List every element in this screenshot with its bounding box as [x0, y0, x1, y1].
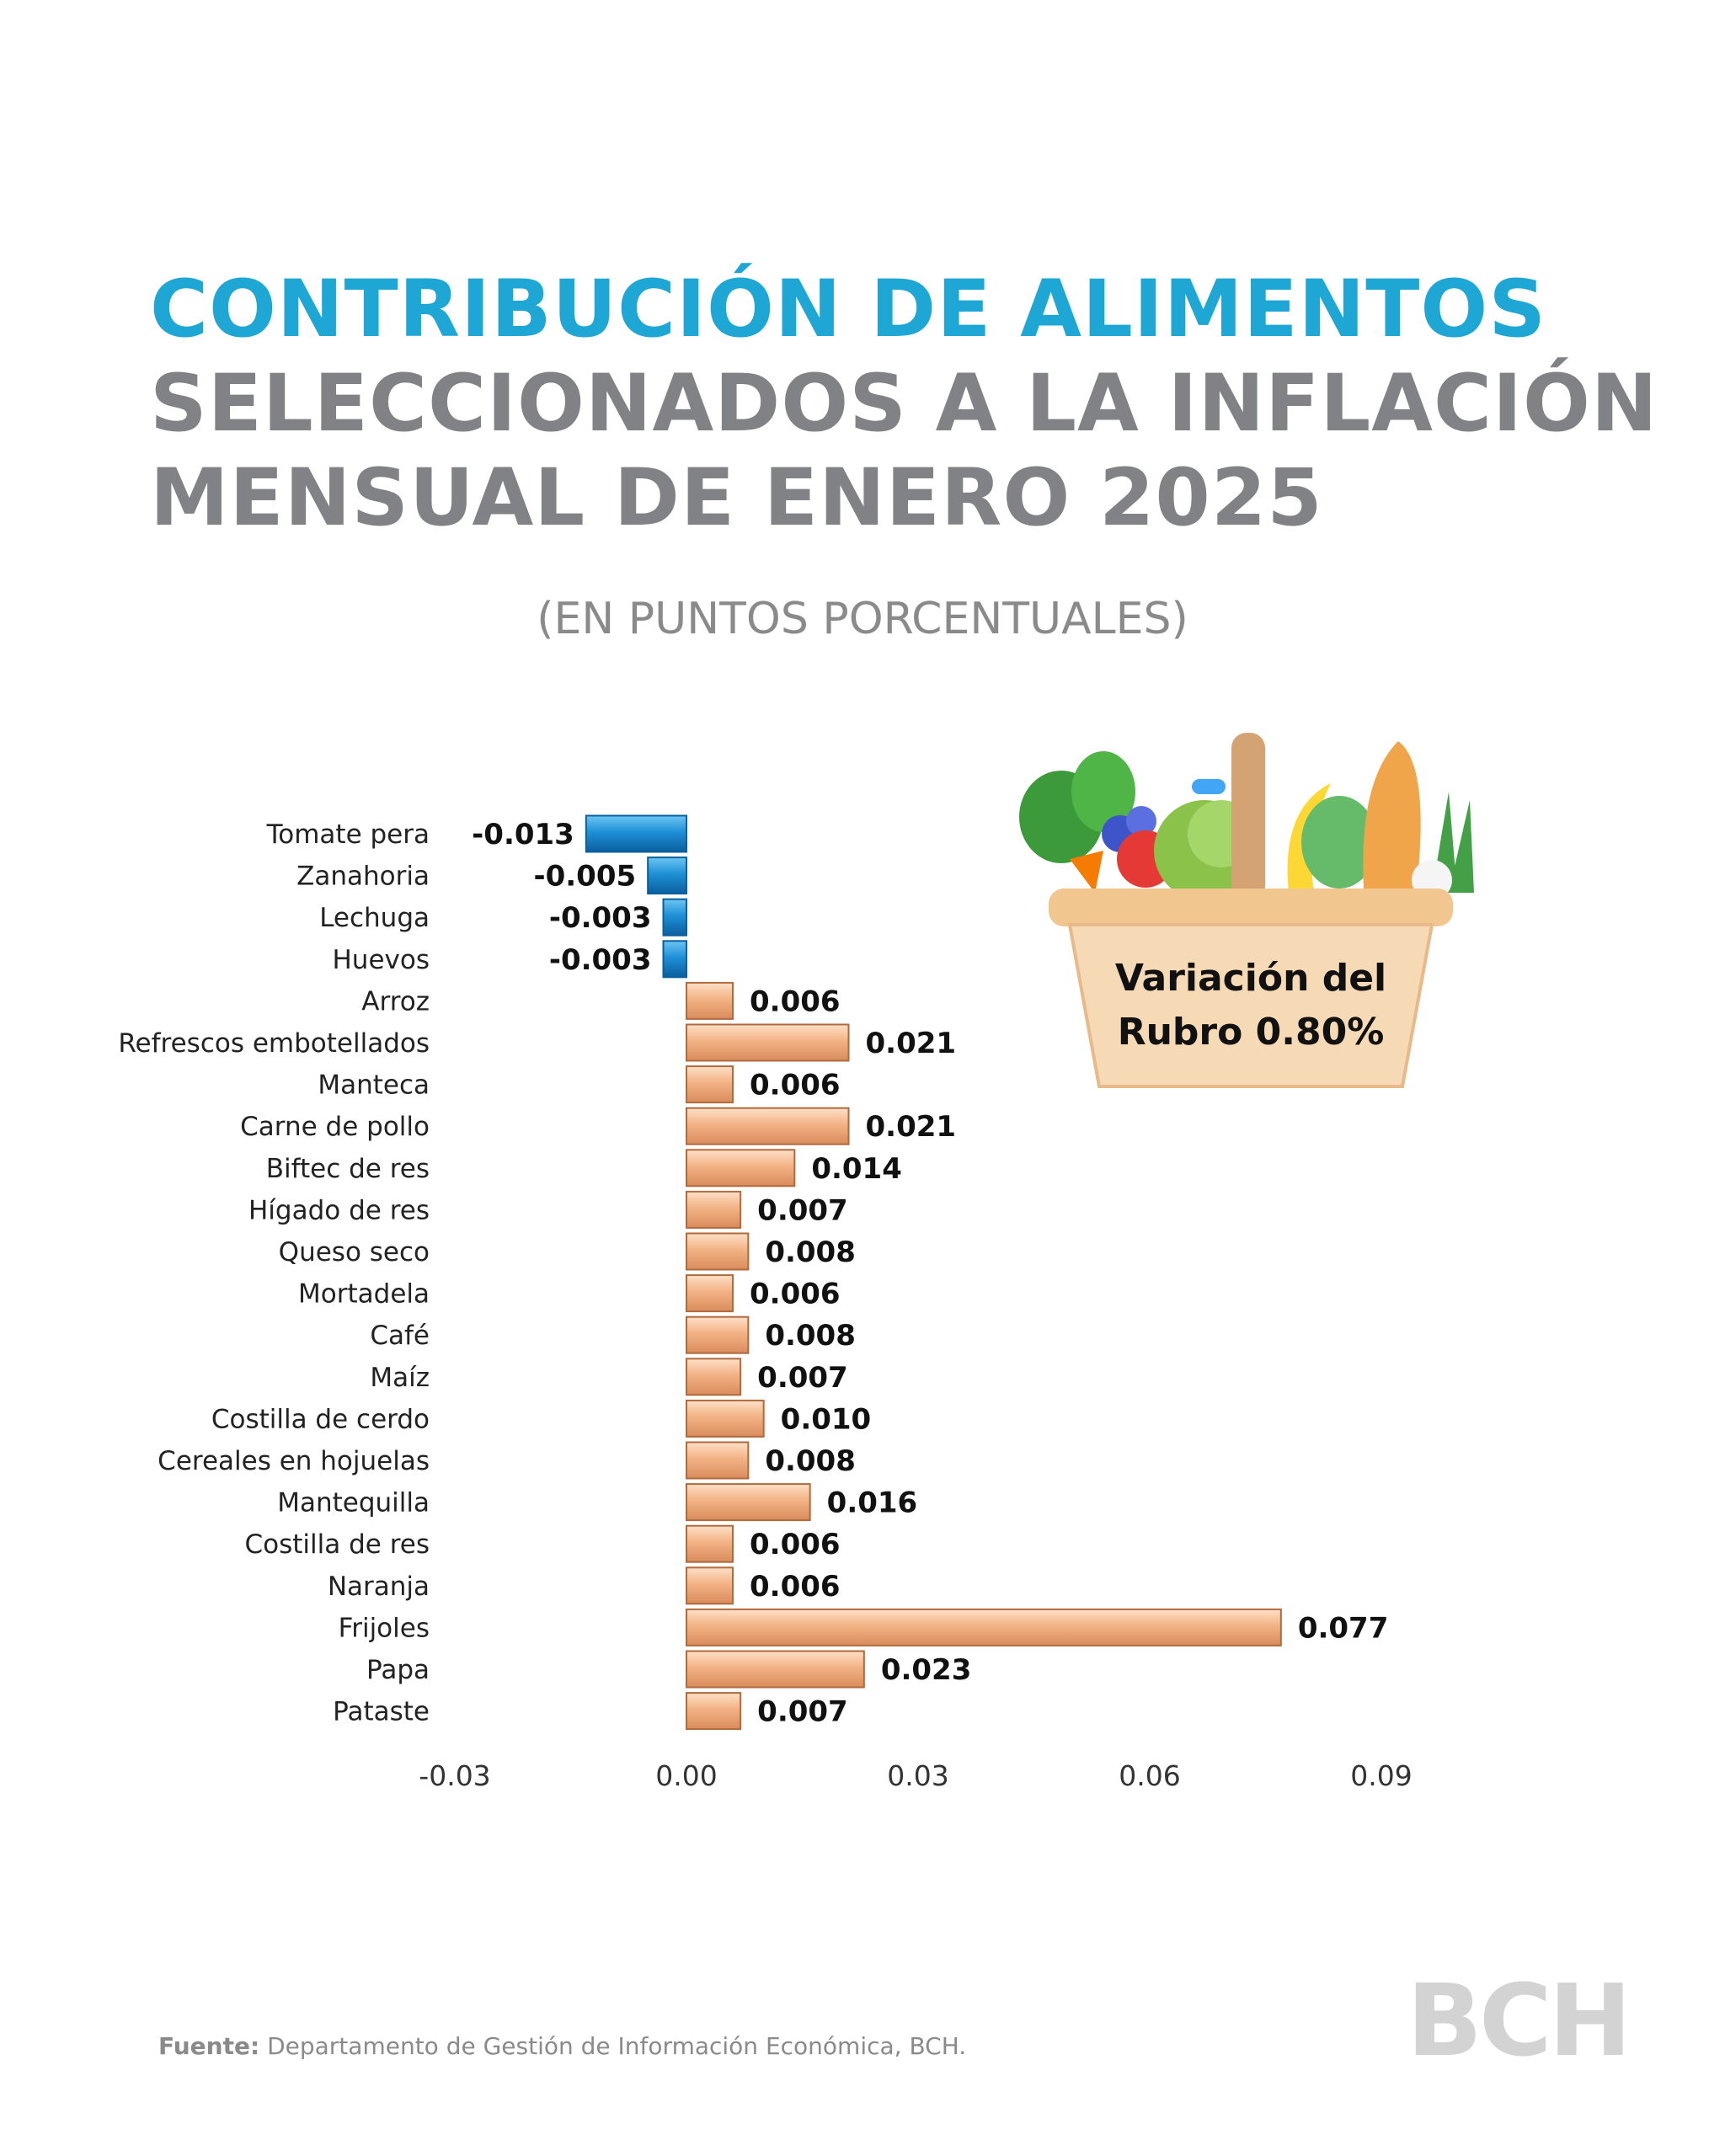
category-label: Cereales en hojuelas: [158, 1446, 430, 1476]
basket-label: Variación del Rubro 0.80%: [1070, 952, 1432, 1059]
data-label: 0.021: [866, 1110, 957, 1144]
data-label: 0.007: [757, 1361, 848, 1395]
bread-icon: [1363, 741, 1421, 901]
category-label: Carne de pollo: [240, 1112, 430, 1142]
basket-rim: [1049, 889, 1453, 926]
bar: [662, 898, 687, 937]
data-label: -0.013: [472, 818, 574, 851]
basket-body: [1070, 925, 1432, 1086]
category-label: Papa: [366, 1655, 430, 1685]
category-label: Pataste: [333, 1697, 430, 1727]
basket-label-line1: Variación del: [1114, 957, 1387, 1000]
title-line-3: MENSUAL DE ENERO 2025: [150, 452, 1323, 544]
chart-subtitle: (EN PUNTOS PORCENTUALES): [537, 594, 1188, 644]
category-label: Maíz: [370, 1363, 430, 1393]
bar: [686, 1483, 811, 1522]
bar: [686, 1149, 796, 1187]
category-label: Costilla de cerdo: [211, 1404, 430, 1434]
bar: [585, 814, 687, 853]
data-label: 0.008: [765, 1235, 856, 1269]
bar: [686, 1358, 742, 1396]
x-tick-label: -0.03: [419, 1759, 490, 1792]
bar-chart: Tomate pera -0.013 Zanahoria -0.005 Lechuga -…: [118, 814, 1413, 1792]
source-label: Fuente:: [158, 2032, 260, 2060]
data-label: 0.077: [1298, 1611, 1389, 1645]
category-label: Naranja: [328, 1572, 430, 1602]
data-label: 0.006: [750, 1570, 841, 1604]
x-tick-label: 0.00: [655, 1759, 717, 1792]
data-label: -0.003: [549, 901, 652, 935]
data-label: 0.006: [750, 985, 841, 1018]
source-text: Departamento de Gestión de Información E…: [267, 2032, 967, 2060]
category-label: Biftec de res: [266, 1154, 430, 1184]
bar: [686, 1315, 750, 1354]
pill-icon: [1192, 779, 1226, 794]
category-label: Huevos: [333, 945, 430, 975]
data-label: -0.005: [534, 860, 637, 894]
data-label: 0.014: [811, 1152, 902, 1186]
carrot-icon: [1070, 851, 1103, 893]
bar: [647, 857, 688, 895]
data-label: 0.023: [881, 1653, 972, 1687]
category-label: Mortadela: [298, 1279, 430, 1310]
leaf-icon: [1301, 796, 1377, 889]
bar: [686, 1608, 1282, 1646]
bar: [686, 1065, 734, 1104]
category-label: Refrescos embotellados: [118, 1028, 430, 1059]
category-label: Zanahoria: [296, 862, 430, 892]
bar: [686, 1190, 742, 1229]
category-label: Mantequilla: [277, 1488, 430, 1518]
category-label: Costilla de res: [245, 1529, 430, 1560]
bar: [686, 1274, 734, 1313]
bar: [686, 1650, 865, 1689]
title-line-1: CONTRIBUCIÓN DE ALIMENTOS: [150, 264, 1547, 355]
leaf-icon: [1071, 751, 1135, 832]
basket-label-line2: Rubro 0.80%: [1117, 1011, 1385, 1054]
title-line-2: SELECCIONADOS A LA INFLACIÓN: [150, 358, 1658, 450]
category-label: Tomate pera: [266, 819, 430, 850]
bar: [662, 940, 687, 979]
basket-handle: [1231, 733, 1265, 901]
bar: [686, 1107, 850, 1145]
category-label: Manteca: [318, 1070, 430, 1101]
grape-icon: [1126, 806, 1156, 836]
bar: [686, 1441, 750, 1480]
category-label: Queso seco: [279, 1237, 430, 1267]
source-note: Fuente: Departamento de Gestión de Infor…: [158, 2032, 966, 2060]
data-label: 0.016: [827, 1486, 918, 1520]
data-label: 0.006: [750, 1069, 841, 1102]
data-label: 0.021: [866, 1027, 957, 1060]
x-tick-label: 0.09: [1350, 1759, 1412, 1792]
data-label: 0.006: [750, 1278, 841, 1311]
data-label: 0.008: [765, 1319, 856, 1353]
data-label: 0.007: [757, 1695, 848, 1729]
category-label: Hígado de res: [248, 1195, 430, 1225]
bar: [686, 1566, 734, 1605]
category-label: Lechuga: [319, 903, 430, 933]
bar: [686, 1399, 765, 1438]
data-label: 0.006: [750, 1528, 841, 1561]
data-label: 0.010: [781, 1402, 872, 1436]
data-label: -0.003: [549, 943, 652, 977]
bar: [686, 1524, 734, 1563]
category-label: Arroz: [361, 986, 430, 1017]
bar: [686, 981, 734, 1020]
bch-logo: BCH: [1407, 1962, 1632, 2079]
category-label: Frijoles: [339, 1613, 430, 1643]
bar: [686, 1692, 742, 1731]
data-label: 0.008: [765, 1444, 856, 1478]
bar: [686, 1232, 750, 1271]
data-label: 0.007: [757, 1193, 848, 1227]
bar: [686, 1023, 850, 1062]
category-label: Café: [370, 1321, 430, 1351]
basket-illustration: [1019, 733, 1474, 1088]
x-tick-label: 0.03: [887, 1759, 948, 1792]
x-tick-label: 0.06: [1119, 1759, 1180, 1792]
